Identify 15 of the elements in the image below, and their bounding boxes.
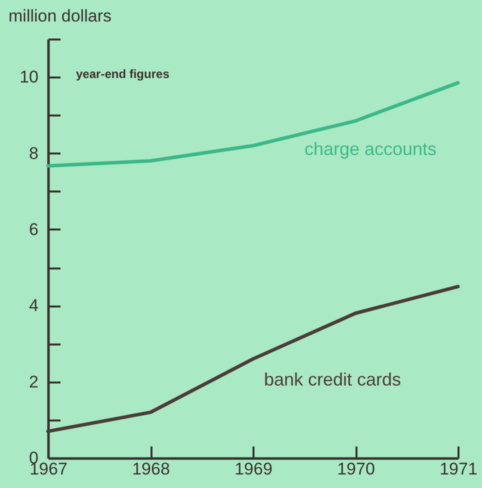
y-axis-title: million dollars <box>8 6 112 26</box>
y-tick-label: 10 <box>20 68 38 87</box>
y-tick-label: 8 <box>29 144 38 163</box>
x-tick-label: 1969 <box>234 460 272 478</box>
x-tick-label: 1970 <box>337 460 375 478</box>
y-tick-label: 6 <box>29 220 38 239</box>
line-series <box>46 284 460 434</box>
x-tick-label: 1968 <box>132 460 170 478</box>
y-tick-label: 2 <box>29 372 38 392</box>
y-tick-label: 4 <box>29 296 38 316</box>
x-tick-label: 1971 <box>440 460 478 478</box>
line-series <box>46 81 460 168</box>
series-label: charge accounts <box>304 138 437 159</box>
series-label: bank credit cards <box>264 369 402 390</box>
annotation: year-end figures <box>76 67 170 81</box>
